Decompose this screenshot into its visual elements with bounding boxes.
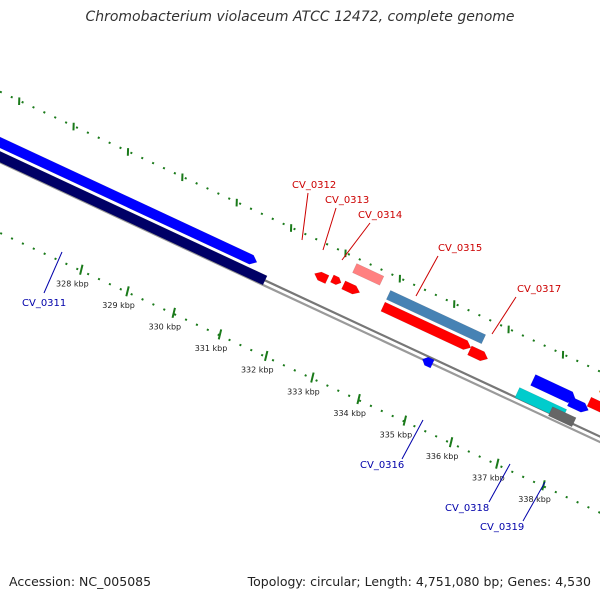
gene-label-cv-0315[interactable]: CV_0315 [438,243,482,254]
gene-cv0312-bar[interactable] [314,271,330,284]
gene-leader-line [341,222,371,261]
major-tick-lower [264,350,269,362]
gene-leader-line [522,481,546,522]
tick-label: 328 kbp [56,280,89,289]
gene-cv0313-bar[interactable] [341,280,361,295]
tick-track-upper [0,90,600,373]
major-tick-lower [125,286,130,297]
gene-label-cv-0319[interactable]: CV_0319 [480,522,524,533]
gene-end-red-bar[interactable] [586,396,600,417]
tick-label: 337 kbp [472,474,505,483]
gene-cv0317a-bar[interactable] [467,345,489,362]
gene-cv0311-bar[interactable] [0,103,258,265]
tick-label: 333 kbp [287,387,320,396]
tick-label: 335 kbp [380,430,413,439]
gene-leader-line [322,207,337,251]
gene-leader-line [491,296,517,335]
genome-summary-text: Topology: circular; Length: 4,751,080 bp… [247,574,591,589]
tick-label: 330 kbp [149,323,182,332]
major-tick-lower [495,458,500,469]
gene-cv0311-dark-bar[interactable] [0,115,268,286]
gene-label-cv-0311[interactable]: CV_0311 [22,298,66,309]
gene-label-cv-0316[interactable]: CV_0316 [360,460,404,471]
gene-cv0313-light-bar[interactable] [352,263,385,286]
gene-leader-line [301,192,309,241]
gene-cv0319a-bar[interactable] [566,396,589,413]
gene-leader-line [401,419,424,460]
gene-label-cv-0317[interactable]: CV_0317 [517,284,561,295]
accession-text: Accession: NC_005085 [9,574,152,589]
gene-leader-line [488,463,511,503]
major-tick-lower [402,415,408,426]
gene-label-cv-0313[interactable]: CV_0313 [325,195,369,206]
gene-label-cv-0314[interactable]: CV_0314 [358,210,402,221]
gene-cv0316-bar[interactable] [422,356,435,369]
gene-label-cv-0312[interactable]: CV_0312 [292,180,336,191]
tick-label: 332 kbp [241,366,274,375]
gene-label-cv-0318[interactable]: CV_0318 [445,503,489,514]
major-tick-lower [79,264,84,275]
tick-label: 331 kbp [195,344,228,353]
tick-label: 334 kbp [333,409,366,418]
major-tick-lower [217,329,223,340]
major-tick-lower [448,436,454,448]
tick-label: 336 kbp [426,452,459,461]
gene-cv0312b-bar[interactable] [330,274,342,285]
backbone-inner-line [0,161,600,444]
map-title: Chromobacterium violaceum ATCC 12472, co… [85,9,515,25]
major-tick-lower [171,307,176,319]
major-tick-lower [310,372,315,383]
tick-track-lower [0,231,600,514]
major-tick-lower [356,393,361,405]
backbone-outer-line [0,155,600,438]
gene-leader-line [415,255,439,297]
gene-cv0314-bar[interactable] [380,301,472,350]
tick-label: 329 kbp [102,301,135,310]
gene-leader-line [43,251,63,294]
gene-cv0319-bar[interactable] [547,406,577,428]
gene-cv0315-bar[interactable] [385,290,487,345]
